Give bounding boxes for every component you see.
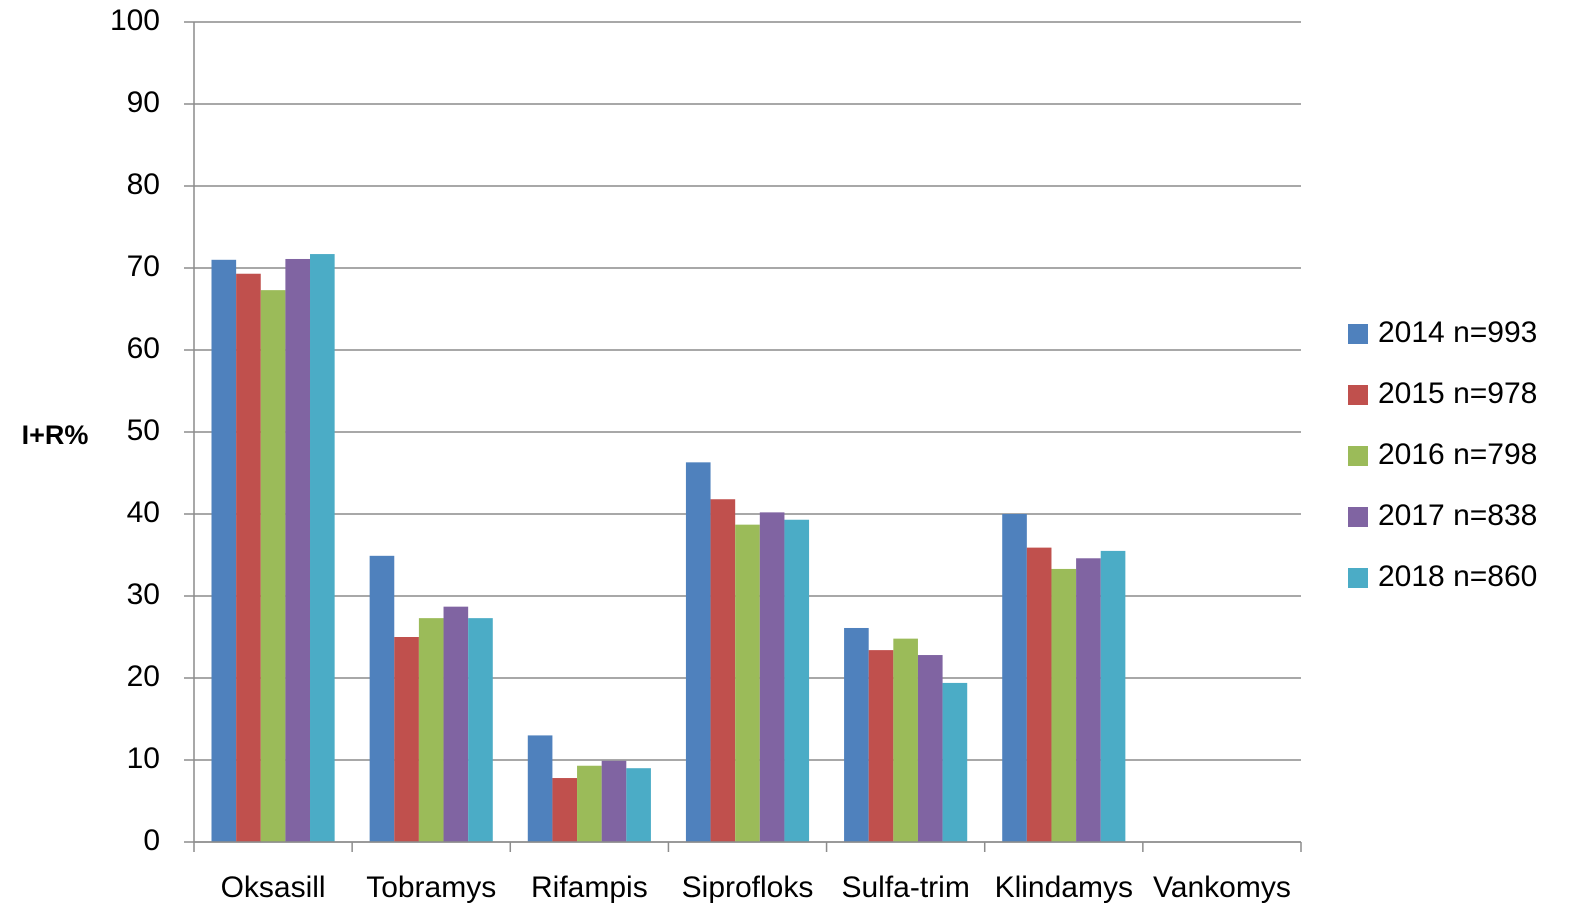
bar	[893, 638, 918, 842]
y-tick-label: 10	[127, 742, 160, 775]
y-tick-label: 60	[127, 332, 160, 365]
bar	[1076, 558, 1101, 842]
bar	[260, 290, 286, 842]
y-tick-label: 80	[127, 168, 160, 201]
bar	[784, 519, 810, 842]
bar	[1002, 514, 1027, 842]
bar	[942, 682, 968, 842]
bar	[443, 606, 469, 842]
bar	[236, 273, 261, 842]
legend-swatch	[1348, 324, 1368, 344]
legend-label: 2016 n=798	[1378, 438, 1537, 471]
x-tick-label: Sulfa-trim	[841, 871, 969, 904]
bar	[1026, 547, 1052, 842]
bar	[685, 462, 711, 842]
bar	[527, 735, 553, 842]
y-tick-label: 20	[127, 660, 160, 693]
y-tick-label: 0	[143, 824, 160, 857]
y-tick-label: 30	[127, 578, 160, 611]
x-tick-label: Oksasill	[221, 871, 326, 904]
bar	[468, 618, 493, 842]
bar	[285, 258, 311, 843]
legend-swatch	[1348, 507, 1368, 527]
legend-label: 2015 n=978	[1378, 377, 1537, 410]
bar	[868, 650, 894, 842]
bar	[917, 655, 943, 842]
bar	[844, 627, 869, 842]
x-tick-label: Siprofloks	[682, 871, 814, 904]
bar	[418, 618, 444, 842]
bar	[1051, 568, 1077, 842]
legend-swatch	[1348, 568, 1368, 588]
y-tick-label: 100	[110, 4, 160, 37]
bar	[310, 254, 335, 842]
y-tick-label: 70	[127, 250, 160, 283]
bar	[759, 512, 785, 842]
legend-swatch	[1348, 446, 1368, 466]
bar	[552, 778, 578, 842]
bar	[601, 760, 627, 842]
x-tick-label: Klindamys	[995, 871, 1133, 904]
x-tick-label: Tobramys	[366, 871, 496, 904]
bar	[710, 499, 736, 842]
y-tick-label: 40	[127, 496, 160, 529]
bar	[626, 768, 651, 842]
legend-label: 2014 n=993	[1378, 316, 1537, 349]
bar	[1100, 550, 1126, 842]
y-tick-label: 50	[127, 414, 160, 447]
y-tick-label: 90	[127, 86, 160, 119]
bar	[394, 637, 419, 842]
legend-swatch	[1348, 385, 1368, 405]
y-axis-label: I+R%	[22, 420, 89, 450]
legend-label: 2017 n=838	[1378, 499, 1537, 532]
bar	[735, 524, 760, 842]
x-tick-label: Vankomys	[1153, 871, 1291, 904]
x-tick-label: Rifampis	[531, 871, 648, 904]
bar	[577, 765, 602, 842]
bar	[369, 555, 395, 842]
legend-label: 2018 n=860	[1378, 560, 1537, 593]
bar	[211, 259, 237, 842]
